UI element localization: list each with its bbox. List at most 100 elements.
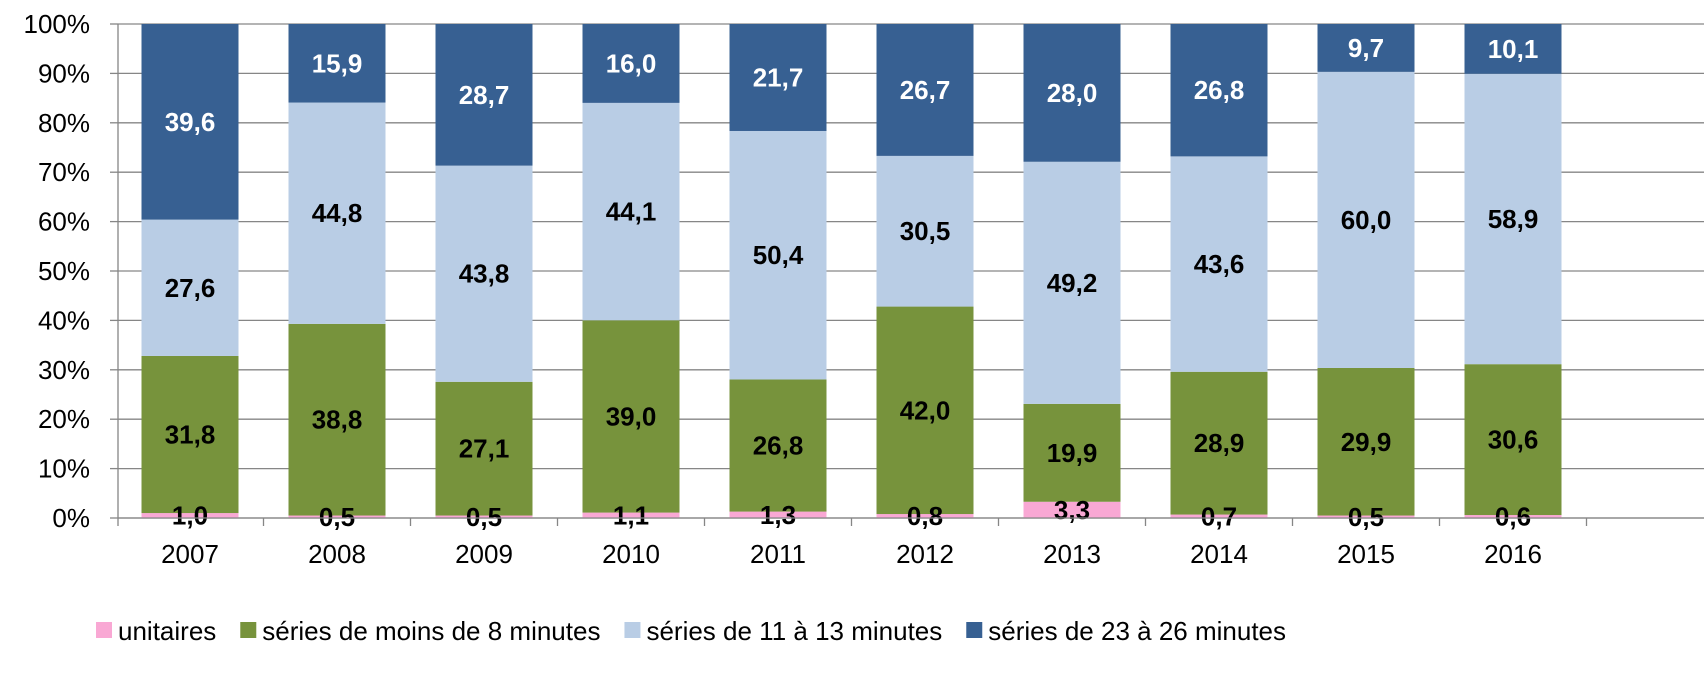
bar-segment xyxy=(729,379,827,512)
bar-segment xyxy=(435,24,533,166)
x-tick-label: 2010 xyxy=(602,539,660,569)
data-label: 43,6 xyxy=(1194,249,1245,279)
data-label: 26,7 xyxy=(900,75,951,105)
x-tick-label: 2016 xyxy=(1484,539,1542,569)
data-label: 44,8 xyxy=(312,198,363,228)
bar-segment xyxy=(729,24,827,131)
bar-segment xyxy=(1170,24,1268,157)
bar-segment xyxy=(729,511,827,518)
bar-segment xyxy=(1023,501,1121,518)
bar-segment xyxy=(141,355,239,514)
data-label: 39,6 xyxy=(165,107,216,137)
bar-segment xyxy=(141,24,239,220)
x-tick-label: 2014 xyxy=(1190,539,1248,569)
data-label: 30,6 xyxy=(1488,425,1539,455)
data-label: 9,7 xyxy=(1348,33,1384,63)
data-label: 10,1 xyxy=(1488,34,1539,64)
bar-segment xyxy=(582,102,680,321)
bar-segment xyxy=(1317,71,1415,368)
bar-segment xyxy=(1464,24,1562,74)
y-tick-label: 10% xyxy=(38,454,90,484)
data-label: 15,9 xyxy=(312,48,363,78)
bar-segment xyxy=(141,219,239,356)
bar-segment xyxy=(1464,364,1562,516)
bar-segment xyxy=(582,512,680,518)
data-label: 16,0 xyxy=(606,48,657,78)
data-label: 50,4 xyxy=(753,240,804,270)
data-label: 49,2 xyxy=(1047,268,1098,298)
y-tick-label: 100% xyxy=(24,9,91,39)
x-tick-label: 2013 xyxy=(1043,539,1101,569)
bar-segment xyxy=(1170,156,1268,372)
data-label: 3,3 xyxy=(1054,495,1090,525)
bar-segment xyxy=(1170,371,1268,515)
legend: unitaires séries de moins de 8 minutes sér… xyxy=(96,616,1286,646)
data-label: 44,1 xyxy=(606,197,657,227)
x-tick-label: 2009 xyxy=(455,539,513,569)
legend-label: unitaires xyxy=(118,616,216,646)
data-label: 1,3 xyxy=(760,500,796,530)
bar-segment xyxy=(435,165,533,382)
y-tick-label: 30% xyxy=(38,355,90,385)
x-axis xyxy=(117,517,1704,526)
legend-swatch xyxy=(96,622,112,638)
bar-segment xyxy=(435,515,533,518)
data-label: 1,1 xyxy=(613,500,649,530)
bar-segment xyxy=(1317,515,1415,518)
bar-segment xyxy=(876,514,974,518)
bar-segment xyxy=(582,24,680,103)
bar-segment xyxy=(729,130,827,380)
y-tick-label: 0% xyxy=(52,503,90,533)
bar-segment xyxy=(1023,161,1121,404)
x-axis-ticks: 2007 2008 2009 2010 2011 2012 2013 2014 2015 2016 xyxy=(161,539,1542,569)
y-tick-label: 70% xyxy=(38,157,90,187)
bar-segment xyxy=(876,306,974,515)
data-label: 31,8 xyxy=(165,420,216,450)
legend-label: séries de 23 à 26 minutes xyxy=(988,616,1286,646)
x-tick-label: 2015 xyxy=(1337,539,1395,569)
y-tick-label: 40% xyxy=(38,305,90,335)
y-tick-label: 80% xyxy=(38,108,90,138)
y-tick-label: 20% xyxy=(38,404,90,434)
bar-segment xyxy=(1464,73,1562,365)
data-label: 0,5 xyxy=(466,502,502,532)
x-tick-label: 2012 xyxy=(896,539,954,569)
bar-segment xyxy=(288,102,386,324)
legend-label: séries de 11 à 13 minutes xyxy=(646,616,942,646)
data-label: 19,9 xyxy=(1047,438,1098,468)
data-label: 26,8 xyxy=(1194,75,1245,105)
bar-segment xyxy=(1023,24,1121,162)
bar-segment xyxy=(141,513,239,518)
data-label: 58,9 xyxy=(1488,204,1539,234)
x-tick-label: 2007 xyxy=(161,539,219,569)
data-label: 21,7 xyxy=(753,62,804,92)
bar-segment xyxy=(288,24,386,103)
data-label: 39,0 xyxy=(606,401,657,431)
bar-segment xyxy=(1023,403,1121,502)
bar-segment xyxy=(435,381,533,516)
data-label: 0,6 xyxy=(1495,502,1531,532)
bars: 1,0 31,8 27,6 39,6 0,5 38,8 44,8 15,9 0,5 27,1 43,… xyxy=(141,24,1562,532)
bar-segment xyxy=(1464,515,1562,518)
data-label: 38,8 xyxy=(312,405,363,435)
data-label: 28,0 xyxy=(1047,78,1098,108)
legend-swatch xyxy=(966,622,983,638)
x-tick-label: 2011 xyxy=(750,539,806,569)
data-label: 0,7 xyxy=(1201,501,1237,531)
bar-segment xyxy=(1317,367,1415,516)
bar-segment xyxy=(582,320,680,513)
legend-swatch xyxy=(240,622,257,638)
data-label: 0,5 xyxy=(1348,502,1384,532)
y-tick-label: 60% xyxy=(38,207,90,237)
legend-label: séries de moins de 8 minutes xyxy=(262,616,600,646)
legend-swatch xyxy=(624,622,641,638)
data-label: 29,9 xyxy=(1341,427,1392,457)
bar-segment xyxy=(876,155,974,307)
data-label: 43,8 xyxy=(459,259,510,289)
data-label: 1,0 xyxy=(172,501,208,531)
y-axis-ticks: 0% 10% 20% 30% 40% 50% 60% 70% 80% 90% 100% xyxy=(24,9,91,533)
data-label: 0,8 xyxy=(907,501,943,531)
data-label: 27,6 xyxy=(165,273,216,303)
y-tick-label: 90% xyxy=(38,58,90,88)
